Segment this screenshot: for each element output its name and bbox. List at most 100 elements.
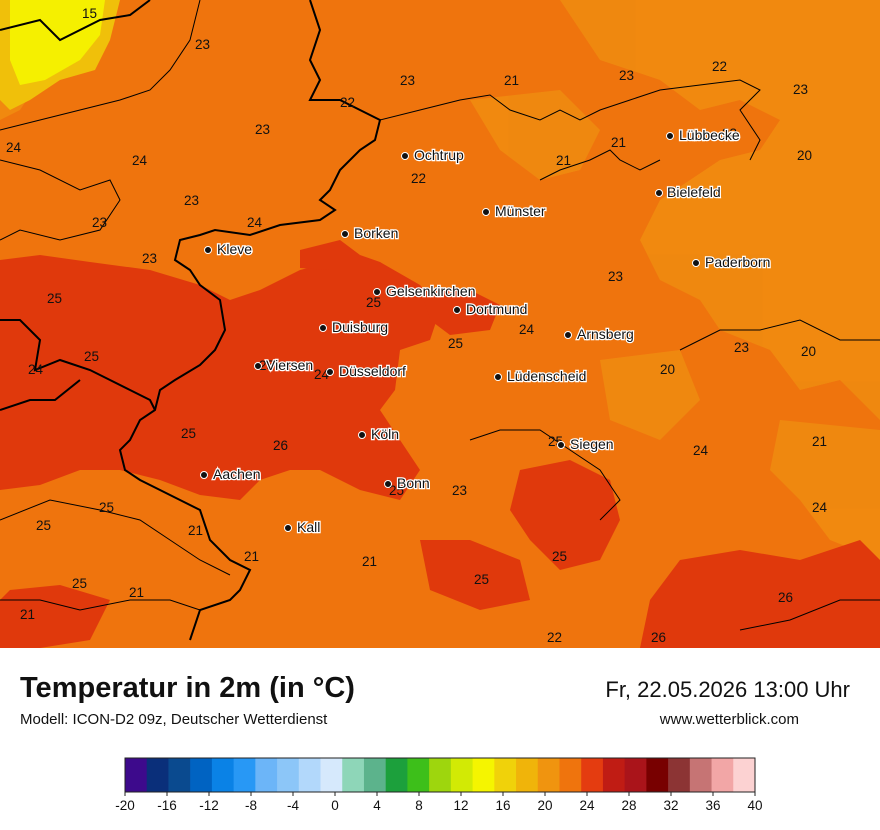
temp-label: 22 — [712, 59, 727, 74]
city-arnsberg: Arnsberg — [564, 325, 635, 343]
legend-tick-label: 24 — [579, 798, 595, 813]
map-title: Temperatur in 2m (in °C) — [20, 672, 355, 704]
temp-label: 20 — [797, 148, 812, 163]
legend-swatch — [668, 758, 691, 792]
city-bielefeld: Bielefeld — [655, 183, 722, 201]
legend-swatch — [146, 758, 169, 792]
legend-swatch — [342, 758, 365, 792]
svg-text:Viersen: Viersen — [266, 357, 313, 373]
temp-label: 23 — [142, 251, 157, 266]
legend-tick-label: 28 — [621, 798, 636, 813]
temp-label: 23 — [92, 215, 107, 230]
svg-text:Dortmund: Dortmund — [466, 301, 527, 317]
city-kall: Kall — [284, 518, 322, 536]
legend-swatch — [537, 758, 560, 792]
temp-label: 20 — [801, 344, 816, 359]
legend-swatch — [363, 758, 387, 792]
temp-label: 25 — [84, 349, 99, 364]
legend-swatch — [450, 758, 474, 792]
svg-text:Paderborn: Paderborn — [705, 254, 770, 270]
temp-label: 23 — [619, 68, 634, 83]
legend-swatch — [407, 758, 430, 792]
city-gelsenkirchen: Gelsenkirchen — [373, 282, 477, 300]
temp-label: 23 — [722, 126, 737, 141]
legend-swatch — [646, 758, 669, 792]
temp-label: 15 — [82, 6, 97, 21]
temp-label: 25 — [448, 336, 463, 351]
legend-tick-label: 16 — [495, 798, 510, 813]
temp-label: 20 — [660, 362, 675, 377]
legend-swatch — [602, 758, 626, 792]
temp-label: 24 — [6, 140, 22, 155]
temp-label: 21 — [244, 549, 259, 564]
temp-label: 22 — [547, 630, 562, 645]
city-viersen: Viersen — [254, 356, 314, 374]
temp-label: 21 — [812, 434, 827, 449]
city-ochtrup: Ochtrup — [401, 146, 465, 164]
legend-swatch — [559, 758, 582, 792]
legend-tick-label: 36 — [705, 798, 720, 813]
legend-tick-label: 0 — [331, 798, 339, 813]
legend-tick-label: 12 — [453, 798, 468, 813]
temp-label: 25 — [47, 291, 62, 306]
temp-label: 26 — [273, 438, 288, 453]
legend-swatch — [624, 758, 647, 792]
legend-swatch — [494, 758, 517, 792]
legend-swatch — [168, 758, 191, 792]
legend-swatch — [211, 758, 235, 792]
temp-label: 24 — [812, 500, 828, 515]
temp-label: 23 — [734, 340, 749, 355]
svg-text:Kall: Kall — [297, 519, 320, 535]
temp-label: 25 — [99, 500, 114, 515]
city-siegen: Siegen — [557, 435, 615, 453]
city-borken: Borken — [341, 224, 400, 242]
city-dortmund: Dortmund — [453, 300, 529, 318]
temperature-map: 15 23 23 21 23 22 23 22 23 24 24 21 21 2… — [0, 0, 880, 648]
legend-tick-label: -16 — [157, 798, 177, 813]
temp-label: 25 — [552, 549, 567, 564]
temp-label: 25 — [389, 483, 404, 498]
svg-text:Siegen: Siegen — [570, 436, 614, 452]
city-bonn: Bonn — [384, 474, 431, 492]
city-muenster: Münster — [482, 202, 547, 220]
legend-tick-label: 20 — [537, 798, 552, 813]
temp-label: 26 — [778, 590, 793, 605]
legend-swatch — [190, 758, 213, 792]
valid-time: Fr, 22.05.2026 13:00 Uhr — [605, 677, 850, 702]
temp-label: 25 — [474, 572, 489, 587]
legend-swatches — [124, 757, 756, 793]
temp-label: 23 — [608, 269, 623, 284]
svg-text:Bielefeld: Bielefeld — [667, 184, 721, 200]
legend-swatch — [385, 758, 408, 792]
temp-label: 25 — [181, 426, 196, 441]
legend-swatch — [689, 758, 713, 792]
legend-swatch — [711, 758, 734, 792]
legend-tick-label: -4 — [287, 798, 299, 813]
website-link[interactable]: www.wetterblick.com — [659, 711, 799, 728]
legend-swatch — [516, 758, 539, 792]
svg-text:Arnsberg: Arnsberg — [577, 326, 634, 342]
temp-label: 23 — [793, 82, 808, 97]
svg-text:Gelsenkirchen: Gelsenkirchen — [386, 283, 476, 299]
svg-text:Borken: Borken — [354, 225, 398, 241]
temp-label: 21 — [504, 73, 519, 88]
city-aachen: Aachen — [200, 465, 262, 483]
temp-label: 25 — [72, 576, 87, 591]
legend-tick-label: -12 — [199, 798, 219, 813]
legend-swatch — [298, 758, 322, 792]
legend-ticks: -20 -16 -12 -8 -4 0 4 8 12 16 20 24 28 32 36 40 — [115, 792, 763, 813]
svg-text:Lüdenscheid: Lüdenscheid — [507, 368, 586, 384]
legend-tick-label: -8 — [245, 798, 257, 813]
svg-text:Bonn: Bonn — [397, 475, 430, 491]
legend-swatch — [320, 758, 343, 792]
city-koeln: Köln — [358, 425, 400, 443]
svg-text:Köln: Köln — [371, 426, 399, 442]
hot-zones — [0, 240, 880, 648]
temp-label: 24 — [693, 443, 709, 458]
temp-label: 24 — [314, 367, 330, 382]
svg-text:Lübbecke: Lübbecke — [679, 127, 740, 143]
legend-tick-label: 8 — [415, 798, 423, 813]
temp-label: 23 — [255, 122, 270, 137]
city-duisburg: Duisburg — [319, 318, 389, 336]
temp-label: 26 — [651, 630, 666, 645]
